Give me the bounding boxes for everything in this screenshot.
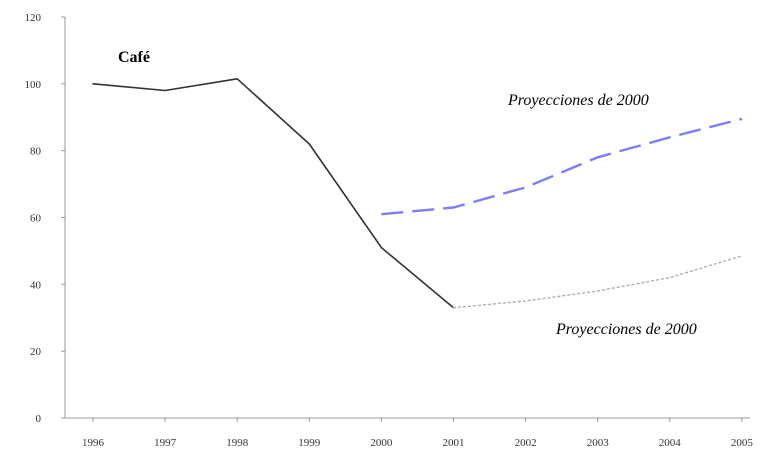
x-tick-label: 2003 xyxy=(587,437,610,449)
y-tick-label: 20 xyxy=(30,346,42,358)
series-line-dashed xyxy=(381,117,743,216)
y-tick-label: 40 xyxy=(30,279,42,291)
series-line-dotted xyxy=(452,255,743,309)
y-tick-label: 80 xyxy=(30,146,42,158)
y-tick-label: 0 xyxy=(36,413,42,425)
annotation-lower-projection: Proyecciones de 2000 xyxy=(555,321,697,338)
x-tick-label: 2004 xyxy=(659,437,682,449)
y-tick-label: 120 xyxy=(25,12,42,24)
x-tick-label: 1996 xyxy=(82,437,105,449)
y-tick-label: 100 xyxy=(25,79,42,91)
chart-title: Café xyxy=(118,49,150,66)
x-tick-label: 1998 xyxy=(226,437,249,449)
x-tick-label: 2001 xyxy=(443,437,465,449)
x-tick-label: 2000 xyxy=(370,437,393,449)
series-line-solid xyxy=(92,78,455,309)
x-tick-label: 2005 xyxy=(731,437,754,449)
series-layer xyxy=(92,78,743,309)
x-tick-label: 1999 xyxy=(298,437,321,449)
y-tick-label: 60 xyxy=(30,213,42,225)
tick-layer: 0 20 40 60 80 100 120 1996 1997 1998 1999 2000 2001 2… xyxy=(25,12,754,449)
x-tick-label: 1997 xyxy=(154,437,177,449)
x-tick-label: 2002 xyxy=(515,437,537,449)
annotation-upper-projection: Proyecciones de 2000 xyxy=(507,92,649,109)
axes xyxy=(64,17,750,419)
